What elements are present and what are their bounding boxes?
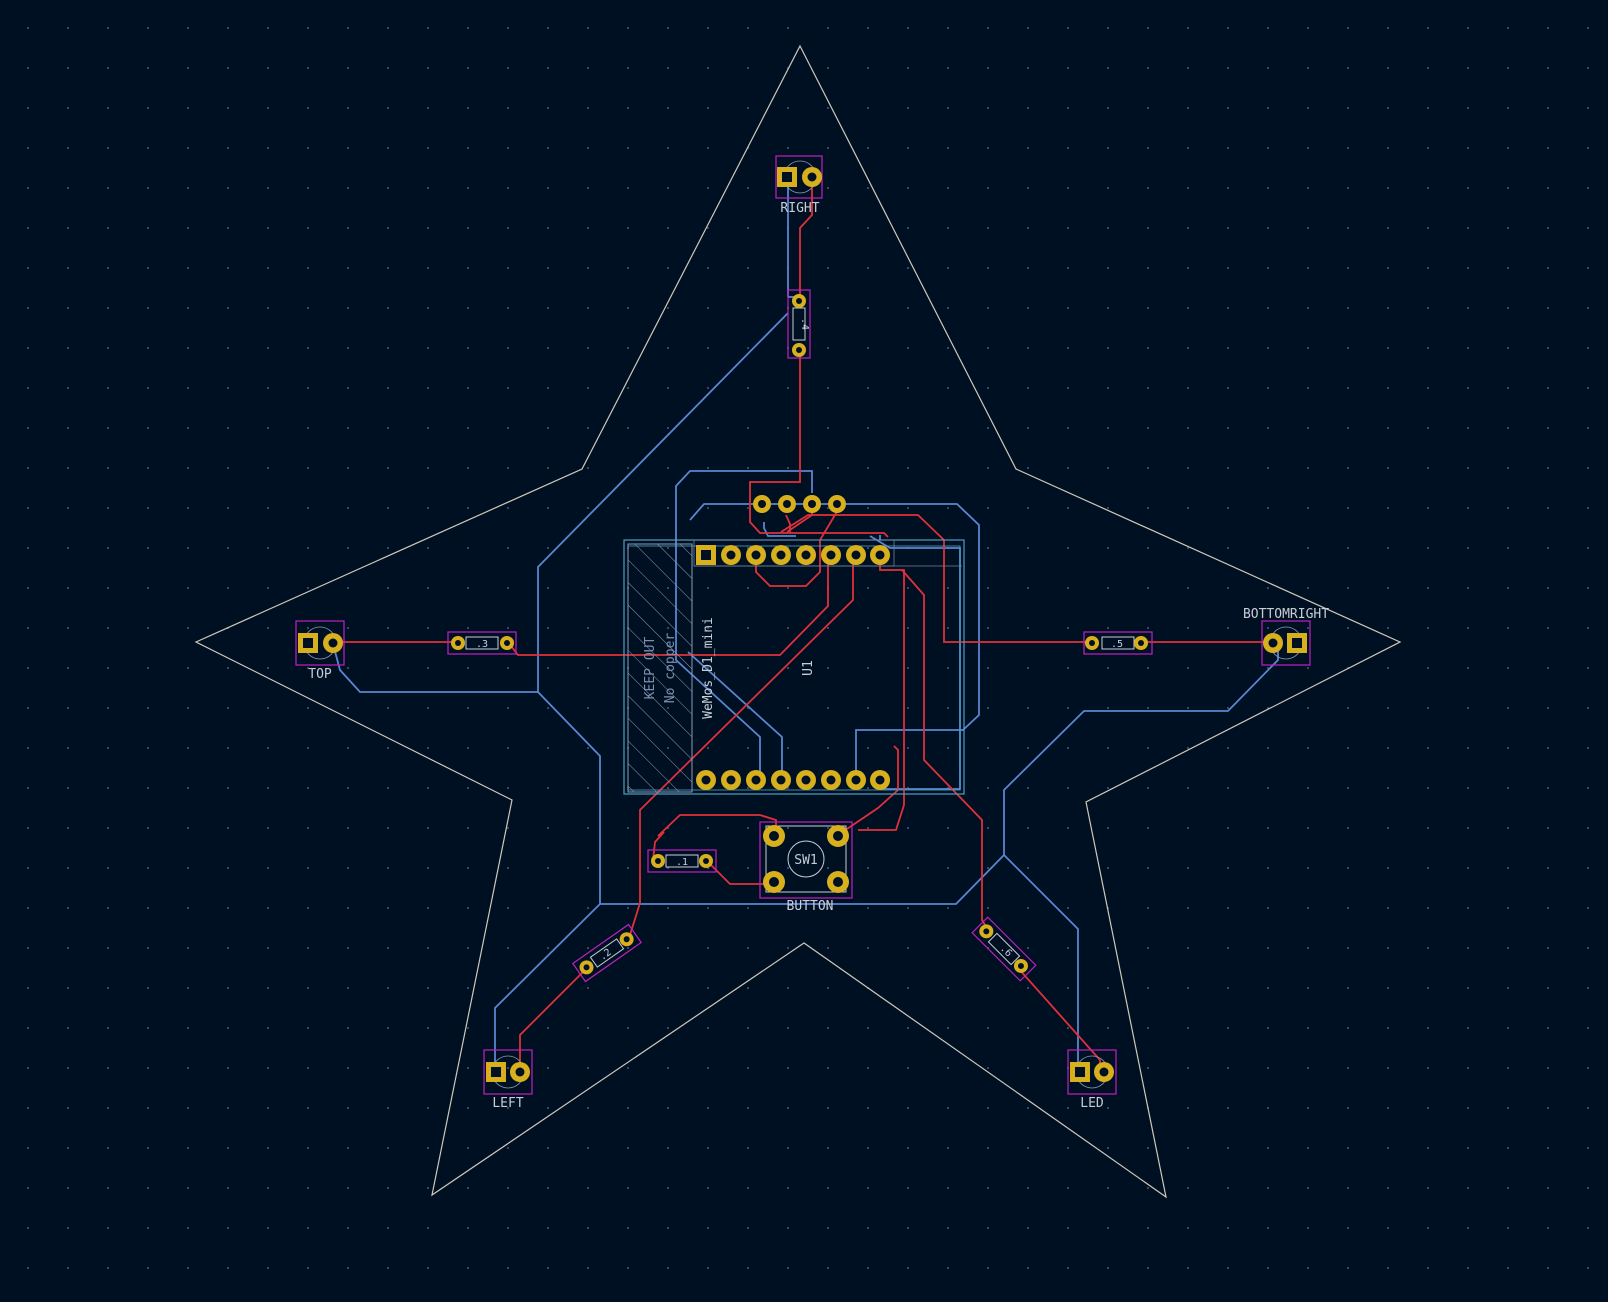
resistor-2[interactable] [572, 923, 642, 983]
led-led[interactable] [1067, 1049, 1117, 1095]
label-r1: .1 [676, 857, 688, 868]
led-right[interactable] [775, 155, 823, 199]
resistor-3[interactable] [447, 631, 517, 655]
label-r3: .3 [476, 639, 488, 650]
label-bottomright: BOTTOMRIGHT [1243, 607, 1329, 622]
label-button: BUTTON [787, 899, 834, 914]
led-bottomright[interactable] [1261, 620, 1311, 666]
header-4pin[interactable] [753, 495, 846, 513]
label-no-copper: No copper [663, 633, 678, 704]
keepout-zone [627, 543, 693, 793]
resistor-6[interactable] [971, 916, 1037, 982]
u1-pads-top [696, 545, 890, 565]
label-led: LED [1080, 1096, 1104, 1111]
label-r2: .2 [597, 947, 613, 963]
resistor-1[interactable] [647, 849, 717, 873]
label-left: LEFT [492, 1096, 523, 1111]
board-outline [194, 44, 1402, 1199]
u1-pads-bottom [696, 770, 890, 790]
label-r5: .5 [1111, 639, 1123, 650]
label-top: TOP [308, 667, 332, 682]
label-keepout: KEEP OUT [643, 637, 658, 700]
button-sw1[interactable] [759, 821, 853, 899]
u1-module[interactable] [623, 539, 965, 795]
resistor-5[interactable] [1083, 631, 1153, 655]
led-left[interactable] [483, 1049, 533, 1095]
led-top[interactable] [295, 620, 345, 666]
label-u1: U1 [801, 660, 816, 676]
label-right: RIGHT [780, 201, 819, 216]
label-sw1: SW1 [794, 853, 817, 868]
label-r4: .4 [799, 318, 810, 330]
front-copper-layer [333, 177, 1272, 1070]
label-r6: .6 [998, 943, 1014, 959]
resistor-4[interactable] [787, 289, 811, 359]
label-wemos: WeMos_D1_mini [701, 617, 716, 719]
